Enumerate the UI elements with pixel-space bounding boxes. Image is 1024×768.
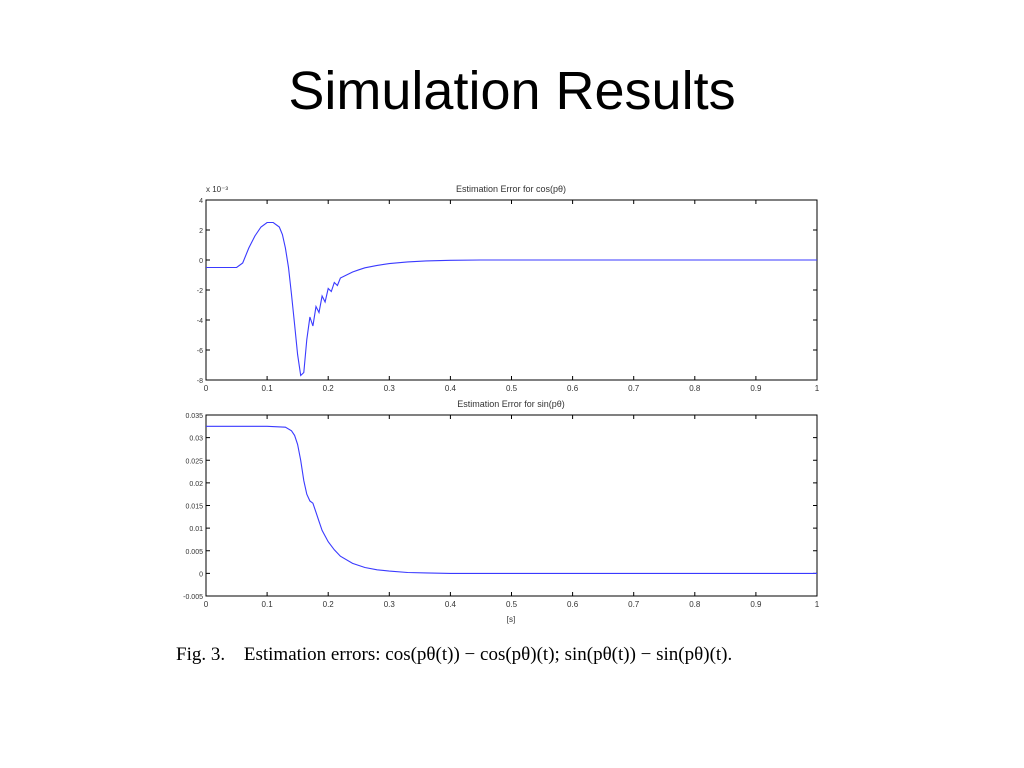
plot-cos-ytick-label: 4 — [199, 198, 203, 205]
plot-sin-xtick-label: 0.9 — [750, 600, 762, 609]
plot-sin-ytick-label: 0.02 — [189, 481, 203, 488]
caption-formula-cos: cos(pθ(t)) − cos(pθ)(t) — [385, 644, 555, 665]
caption-lead: Estimation errors: — [243, 644, 381, 665]
caption-formula-sin: sin(pθ(t)) − sin(pθ)(t) — [564, 644, 728, 665]
plot-cos-xtick-label: 0.9 — [750, 384, 762, 393]
plot-sin-ytick-label: 0.01 — [189, 526, 203, 533]
plot-sin-ytick-label: 0.005 — [185, 549, 203, 556]
plot-sin-xtick-label: 1 — [815, 600, 820, 609]
caption-separator: ; — [554, 644, 560, 665]
plot-cos-ticks — [205, 199, 818, 381]
figure-caption: Fig. 3. Estimation errors: cos(pθ(t)) − … — [176, 644, 856, 666]
plot-sin-xtick-label: 0.8 — [689, 600, 701, 609]
plot-sin-series-line — [206, 425, 817, 574]
plot-cos-xtick-label: 0.5 — [506, 384, 518, 393]
figure: Estimation Error for cos(pθ) x 10⁻³ 0 0.1… — [183, 184, 820, 624]
plot-cos-xtick-label: 0.7 — [628, 384, 640, 393]
plot-sin-xlabel: [s] — [507, 615, 515, 624]
plot-cos-ytick-label: 2 — [199, 228, 203, 235]
plot-sin-ytick-label: 0.03 — [189, 436, 203, 443]
plot-cos-exponent: x 10⁻³ — [206, 185, 228, 194]
plot-cos-ytick-label: 0 — [199, 258, 203, 265]
plot-cos-xtick-label: 0 — [204, 384, 209, 393]
plot-cos-xtick-label: 0.6 — [567, 384, 579, 393]
plot-sin-frame — [205, 414, 818, 597]
plot-cos-series-line — [206, 221, 817, 377]
plot-cos-xtick-label: 0.4 — [445, 384, 457, 393]
plot-sin-xtick-label: 0.1 — [262, 600, 274, 609]
plot-sin-xtick-label: 0.5 — [506, 600, 518, 609]
plot-cos-xtick-label: 0.1 — [262, 384, 274, 393]
plot-sin-xtick-label: 0.7 — [628, 600, 640, 609]
plot-cos-xtick-label: 1 — [815, 384, 820, 393]
plot-cos-ytick-label: -8 — [197, 378, 203, 385]
caption-label: Fig. 3. — [176, 644, 226, 665]
plot-cos-tick-labels: 0 0.1 0.2 0.3 0.4 0.5 0.6 0.7 0.8 0.9 1 4 2 0 -2 -4 -6 -8 — [197, 198, 820, 393]
plot-sin-ytick-label: -0.005 — [183, 594, 203, 601]
plot-sin-xtick-label: 0.4 — [445, 600, 457, 609]
plot-cos-xtick-label: 0.2 — [323, 384, 335, 393]
plot-sin-xtick-label: 0.6 — [567, 600, 579, 609]
plot-sin-ytick-label: 0.015 — [185, 504, 203, 511]
plot-sin-xtick-label: 0 — [204, 600, 209, 609]
plot-sin-tick-labels: 0 0.1 0.2 0.3 0.4 0.5 0.6 0.7 0.8 0.9 1 0.035 0.03 0.… — [183, 413, 820, 609]
plot-cos-ytick-label: -6 — [197, 348, 203, 355]
caption-end: . — [727, 644, 733, 665]
plot-sin-xtick-label: 0.2 — [323, 600, 335, 609]
plot-sin-ytick-label: 0.035 — [185, 413, 203, 420]
plot-cos-xtick-label: 0.8 — [689, 384, 701, 393]
plot-sin-xtick-label: 0.3 — [384, 600, 396, 609]
plot-sin-error: Estimation Error for sin(pθ) [s] 0 0.1 0.2… — [183, 399, 820, 624]
plot-sin-ticks — [205, 414, 818, 597]
plot-sin-ytick-label: 0.025 — [185, 458, 203, 465]
slide-title: Simulation Results — [288, 61, 736, 121]
plot-sin-ytick-label: 0 — [199, 571, 203, 578]
plot-cos-xtick-label: 0.3 — [384, 384, 396, 393]
plot-cos-ytick-label: -2 — [197, 288, 203, 295]
plot-cos-error: Estimation Error for cos(pθ) x 10⁻³ 0 0.1… — [197, 184, 820, 393]
plot-cos-ytick-label: -4 — [197, 318, 203, 325]
plot-sin-title: Estimation Error for sin(pθ) — [457, 399, 565, 409]
plot-cos-title: Estimation Error for cos(pθ) — [456, 184, 566, 194]
